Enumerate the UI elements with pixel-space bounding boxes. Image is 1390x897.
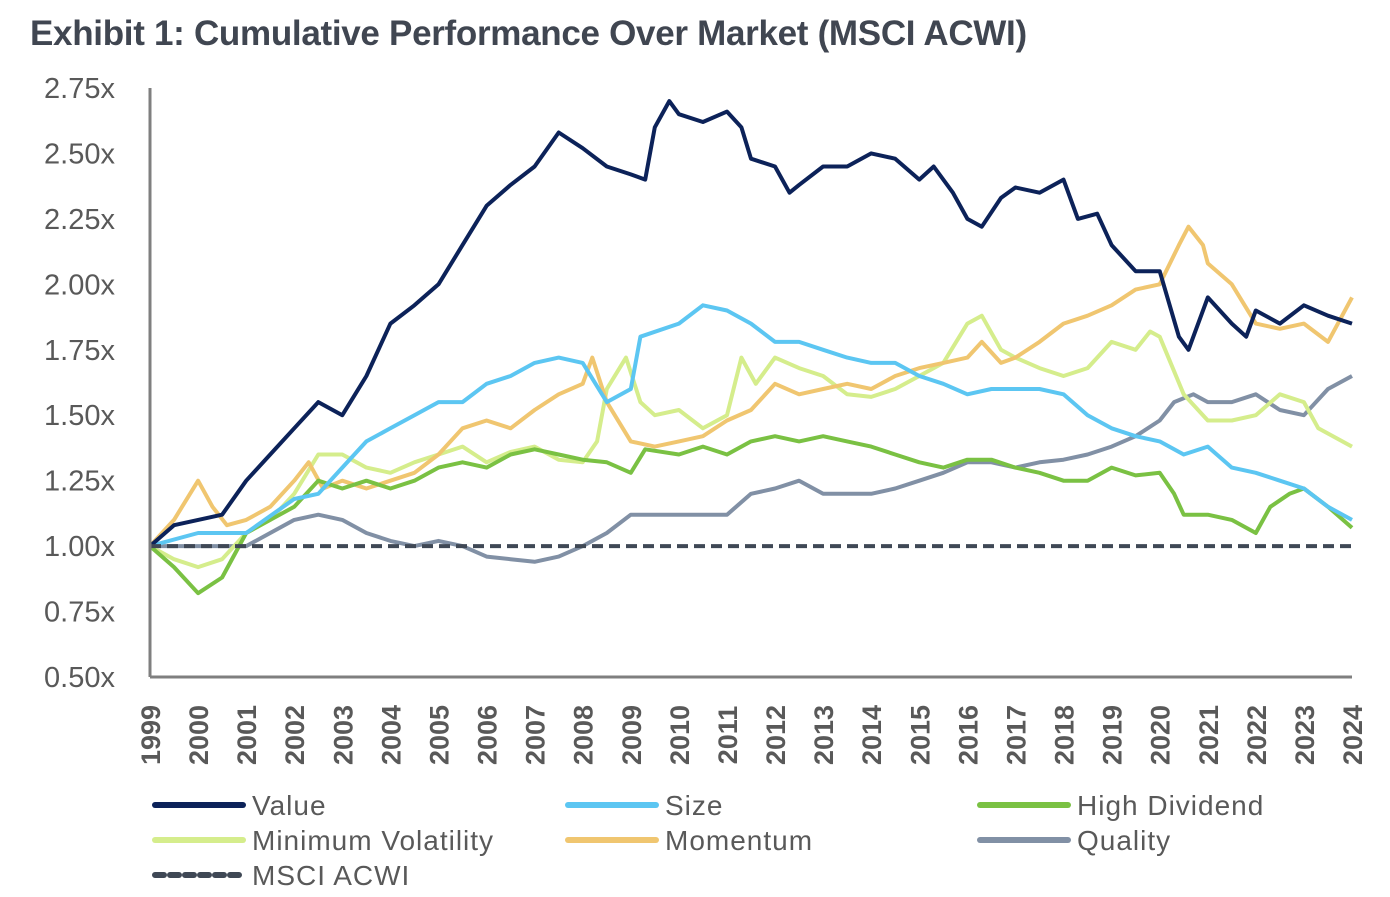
y-tick-label: 2.75x xyxy=(44,73,115,105)
y-tick-label: 0.50x xyxy=(44,662,115,694)
y-tick-label: 1.75x xyxy=(44,335,115,367)
legend-label: High Dividend xyxy=(1077,790,1264,821)
series-line-quality xyxy=(150,374,1353,564)
x-tick-label: 2023 xyxy=(1290,705,1320,765)
legend-label: Value xyxy=(252,790,327,821)
x-tick-label: 2020 xyxy=(1146,705,1176,765)
x-tick-label: 2005 xyxy=(424,705,454,765)
chart-title: Exhibit 1: Cumulative Performance Over M… xyxy=(30,14,1027,53)
legend-label: Size xyxy=(665,790,723,821)
x-tick-label: 2016 xyxy=(953,705,983,765)
x-tick-label: 2018 xyxy=(1050,705,1080,765)
y-tick-label: 1.00x xyxy=(44,531,115,563)
x-tick-label: 2017 xyxy=(1001,705,1031,765)
y-tick-label: 1.50x xyxy=(44,400,115,432)
x-tick-label: 1999 xyxy=(136,705,166,765)
legend-label: MSCI ACWI xyxy=(252,860,410,891)
x-tick-label: 2024 xyxy=(1338,705,1368,765)
series-line-value xyxy=(148,99,1353,548)
y-tick-label: 2.50x xyxy=(44,138,115,170)
series-line-high-dividend xyxy=(148,434,1354,596)
x-tick-label: 2001 xyxy=(232,705,262,765)
x-tick-label: 2011 xyxy=(713,706,743,765)
series-line-momentum xyxy=(148,224,1354,548)
x-tick-label: 2004 xyxy=(376,705,406,765)
x-tick-label: 2010 xyxy=(665,705,695,765)
x-tick-label: 2021 xyxy=(1194,705,1224,765)
x-tick-label: 2019 xyxy=(1098,705,1128,765)
x-tick-label: 2012 xyxy=(761,705,791,765)
legend-label: Quality xyxy=(1077,825,1171,856)
series-line-size xyxy=(149,303,1353,549)
legend-label: Minimum Volatility xyxy=(252,825,494,856)
y-tick-label: 1.25x xyxy=(44,466,115,498)
x-tick-label: 2009 xyxy=(617,705,647,765)
x-tick-label: 2007 xyxy=(521,705,551,765)
x-tick-label: 2000 xyxy=(184,705,214,765)
y-tick-label: 2.25x xyxy=(44,204,115,236)
x-tick-label: 2014 xyxy=(857,705,887,765)
legend-label: Momentum xyxy=(665,825,813,856)
x-tick-label: 2003 xyxy=(328,705,358,765)
x-tick-label: 2022 xyxy=(1242,705,1272,765)
series-line-minimum-volatility xyxy=(149,313,1353,570)
y-tick-label: 2.00x xyxy=(44,269,115,301)
x-tick-label: 2002 xyxy=(280,705,310,765)
y-tick-label: 0.75x xyxy=(44,597,115,629)
x-tick-label: 2013 xyxy=(809,705,839,765)
x-tick-label: 2008 xyxy=(569,705,599,765)
x-tick-label: 2015 xyxy=(905,705,935,765)
x-tick-label: 2006 xyxy=(473,705,503,765)
